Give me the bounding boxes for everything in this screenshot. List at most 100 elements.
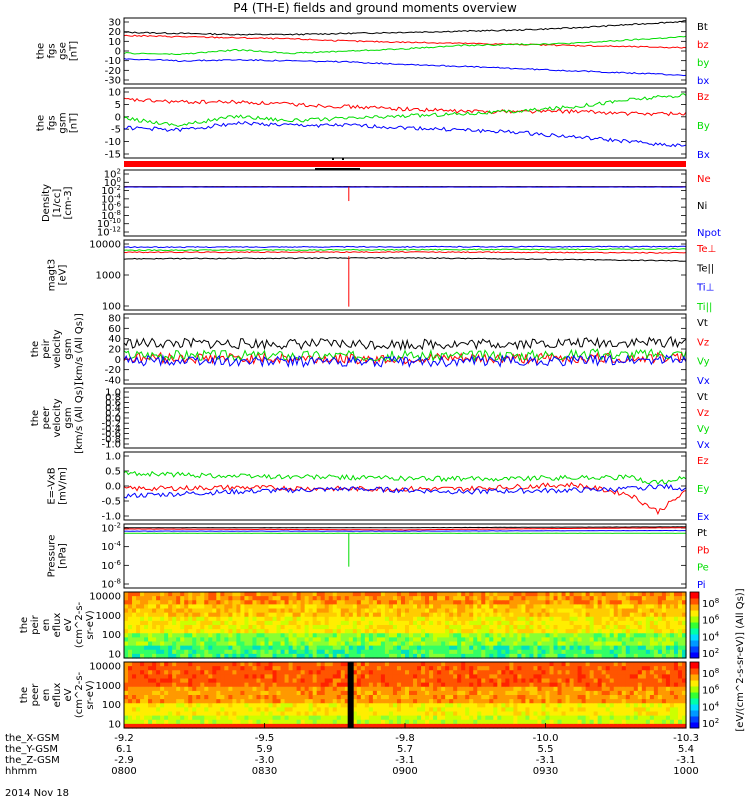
y-tick-label: 1.0 [105,452,121,463]
spectrogram-cell [380,699,386,704]
spectrogram-cell [124,662,129,667]
spectrogram-cell [489,723,494,729]
spectrogram-cell [224,592,229,597]
spectrogram-cell [264,666,270,671]
spectrogram-cell [669,695,675,700]
spectrogram-cell [168,715,173,721]
spectrogram-cell [461,703,466,708]
spectrogram-cell [264,612,270,618]
spectrogram-cell [565,616,571,622]
spectrogram-cell [545,649,551,655]
spectrogram-cell [569,682,575,688]
orbit-value: -9.8 [395,733,415,744]
spectrogram-cell [405,682,410,688]
spectrogram-cell [425,620,430,626]
spectrogram-cell [677,600,683,605]
spectrogram-cell [629,678,635,684]
spectrogram-cell [577,612,583,618]
spectrogram-cell [441,674,446,680]
spectrogram-cell [565,620,571,626]
spectrogram-cell [621,670,627,675]
panel-ylabel: thefgsgsm[nT] [36,112,80,133]
spectrogram-cell [613,653,619,659]
spectrogram-cell [553,649,559,655]
spectrogram-cell [489,633,494,638]
spectrogram-cell [605,686,611,692]
spectrogram-cell [585,649,591,655]
spectrogram-cell [160,645,165,651]
spectrogram-cell [605,625,611,630]
spectrogram-cell [348,653,354,659]
spectrogram-cell [425,699,430,704]
spectrogram-cell [384,723,390,729]
spectrogram-cell [312,616,318,622]
spectrogram-cell [272,629,278,634]
spectrogram-cell [208,608,213,614]
spectrogram-cell [485,723,490,729]
spectrogram-cell [188,682,193,688]
spectrogram-cell [292,682,298,688]
spectrogram-cell [433,719,438,725]
spectrogram-cell [280,666,286,671]
spectrogram-cell [493,600,498,605]
spectrogram-cell [396,674,402,680]
spectrogram-cell [577,695,583,700]
spectrogram-cell [196,695,201,700]
spectrogram-cell [489,674,494,680]
spectrogram-cell [645,645,651,651]
spectrogram-cell [368,695,374,700]
spectrogram-cell [409,690,414,696]
spectrogram-cell [168,678,173,684]
spectrogram-cell [493,633,498,638]
spectrogram-cell [601,604,607,610]
spectrogram-cell [565,666,571,671]
spectrogram-cell [677,670,683,675]
spectrogram-cell [152,629,157,634]
spectrogram-cell [521,682,527,688]
spectrogram-cell [204,604,209,610]
spectrogram-cell [152,625,157,630]
spectrogram-cell [473,666,478,671]
spectrogram-cell [637,612,643,618]
y-tick-label: -20 [105,66,121,77]
spectrogram-cell [180,600,185,605]
spectrogram-cell [220,596,225,601]
spectrogram-cell [545,682,551,688]
spectrogram-cell [593,723,599,729]
spectrogram-cell [649,592,655,597]
spectrogram-cell [288,723,294,729]
spectrogram-cell [384,637,390,643]
spectrogram-cell [501,674,506,680]
spectrogram-cell [396,695,402,700]
spectrogram-cell [573,690,579,696]
spectrogram-cell [364,653,370,659]
spectrogram-cell [268,625,274,630]
spectrogram-cell [304,662,310,667]
spectrogram-cell [144,600,149,605]
spectrogram-cell [300,616,306,622]
spectrogram-cell [328,666,334,671]
spectrogram-cell [537,674,543,680]
colorbar-tick-label: 108 [702,597,719,610]
spectrogram-cell [128,670,133,675]
spectrogram-cell [413,670,418,675]
spectrogram-cell [501,695,506,700]
spectrogram-cell [200,604,205,610]
spectrogram-cell [593,629,599,634]
spectrogram-cell [248,596,254,601]
spectrogram-cell [332,723,338,729]
legend-label: Vx [697,376,710,387]
spectrogram-cell [292,703,298,708]
spectrogram-cell [649,608,655,614]
spectrogram-cell [653,608,659,614]
spectrogram-cell [425,649,430,655]
spectrogram-cell [224,723,229,729]
spectrogram-cell [557,616,563,622]
spectrogram-cell [144,592,149,597]
spectrogram-cell [400,612,406,618]
spectrogram-cell [340,666,346,671]
spectrogram-cell [164,604,169,610]
spectrogram-cell [204,715,209,721]
spectrogram-cell [208,666,213,671]
spectrogram-cell [216,608,221,614]
